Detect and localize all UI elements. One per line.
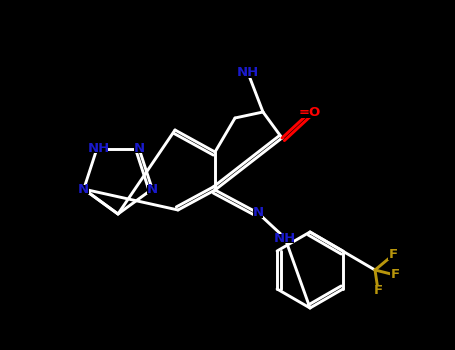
Text: N: N [78, 183, 89, 196]
FancyBboxPatch shape [390, 271, 400, 280]
FancyBboxPatch shape [239, 69, 257, 77]
FancyBboxPatch shape [79, 184, 89, 194]
Text: N: N [147, 183, 158, 196]
FancyBboxPatch shape [276, 233, 294, 243]
Text: N: N [253, 206, 263, 219]
Text: N: N [134, 142, 145, 155]
FancyBboxPatch shape [388, 251, 398, 259]
Text: =O: =O [299, 105, 321, 119]
Text: F: F [390, 268, 399, 281]
Text: F: F [389, 248, 398, 261]
FancyBboxPatch shape [373, 286, 383, 294]
Text: NH: NH [237, 66, 259, 79]
Text: NH: NH [88, 142, 110, 155]
FancyBboxPatch shape [301, 106, 319, 118]
Text: F: F [374, 284, 383, 296]
FancyBboxPatch shape [134, 145, 144, 153]
Text: NH: NH [274, 231, 296, 245]
FancyBboxPatch shape [88, 145, 106, 153]
FancyBboxPatch shape [147, 184, 157, 194]
FancyBboxPatch shape [253, 209, 263, 217]
